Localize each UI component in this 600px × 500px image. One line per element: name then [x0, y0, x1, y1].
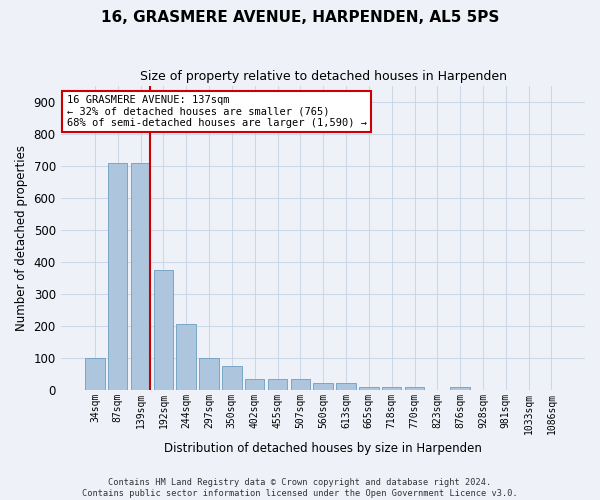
Bar — [85, 358, 104, 390]
Bar — [176, 324, 196, 390]
Bar — [268, 378, 287, 390]
Title: Size of property relative to detached houses in Harpenden: Size of property relative to detached ho… — [140, 70, 506, 83]
Bar — [222, 366, 242, 390]
Bar — [108, 164, 127, 390]
Bar — [382, 386, 401, 390]
Bar — [154, 270, 173, 390]
Bar — [199, 358, 219, 390]
Text: Contains HM Land Registry data © Crown copyright and database right 2024.
Contai: Contains HM Land Registry data © Crown c… — [82, 478, 518, 498]
Bar — [359, 386, 379, 390]
Bar — [337, 382, 356, 390]
Bar — [245, 379, 265, 390]
X-axis label: Distribution of detached houses by size in Harpenden: Distribution of detached houses by size … — [164, 442, 482, 455]
Bar — [290, 378, 310, 390]
Text: 16, GRASMERE AVENUE, HARPENDEN, AL5 5PS: 16, GRASMERE AVENUE, HARPENDEN, AL5 5PS — [101, 10, 499, 25]
Text: 16 GRASMERE AVENUE: 137sqm
← 32% of detached houses are smaller (765)
68% of sem: 16 GRASMERE AVENUE: 137sqm ← 32% of deta… — [67, 94, 367, 128]
Y-axis label: Number of detached properties: Number of detached properties — [15, 144, 28, 330]
Bar — [451, 386, 470, 390]
Bar — [405, 386, 424, 390]
Bar — [131, 164, 150, 390]
Bar — [313, 382, 333, 390]
